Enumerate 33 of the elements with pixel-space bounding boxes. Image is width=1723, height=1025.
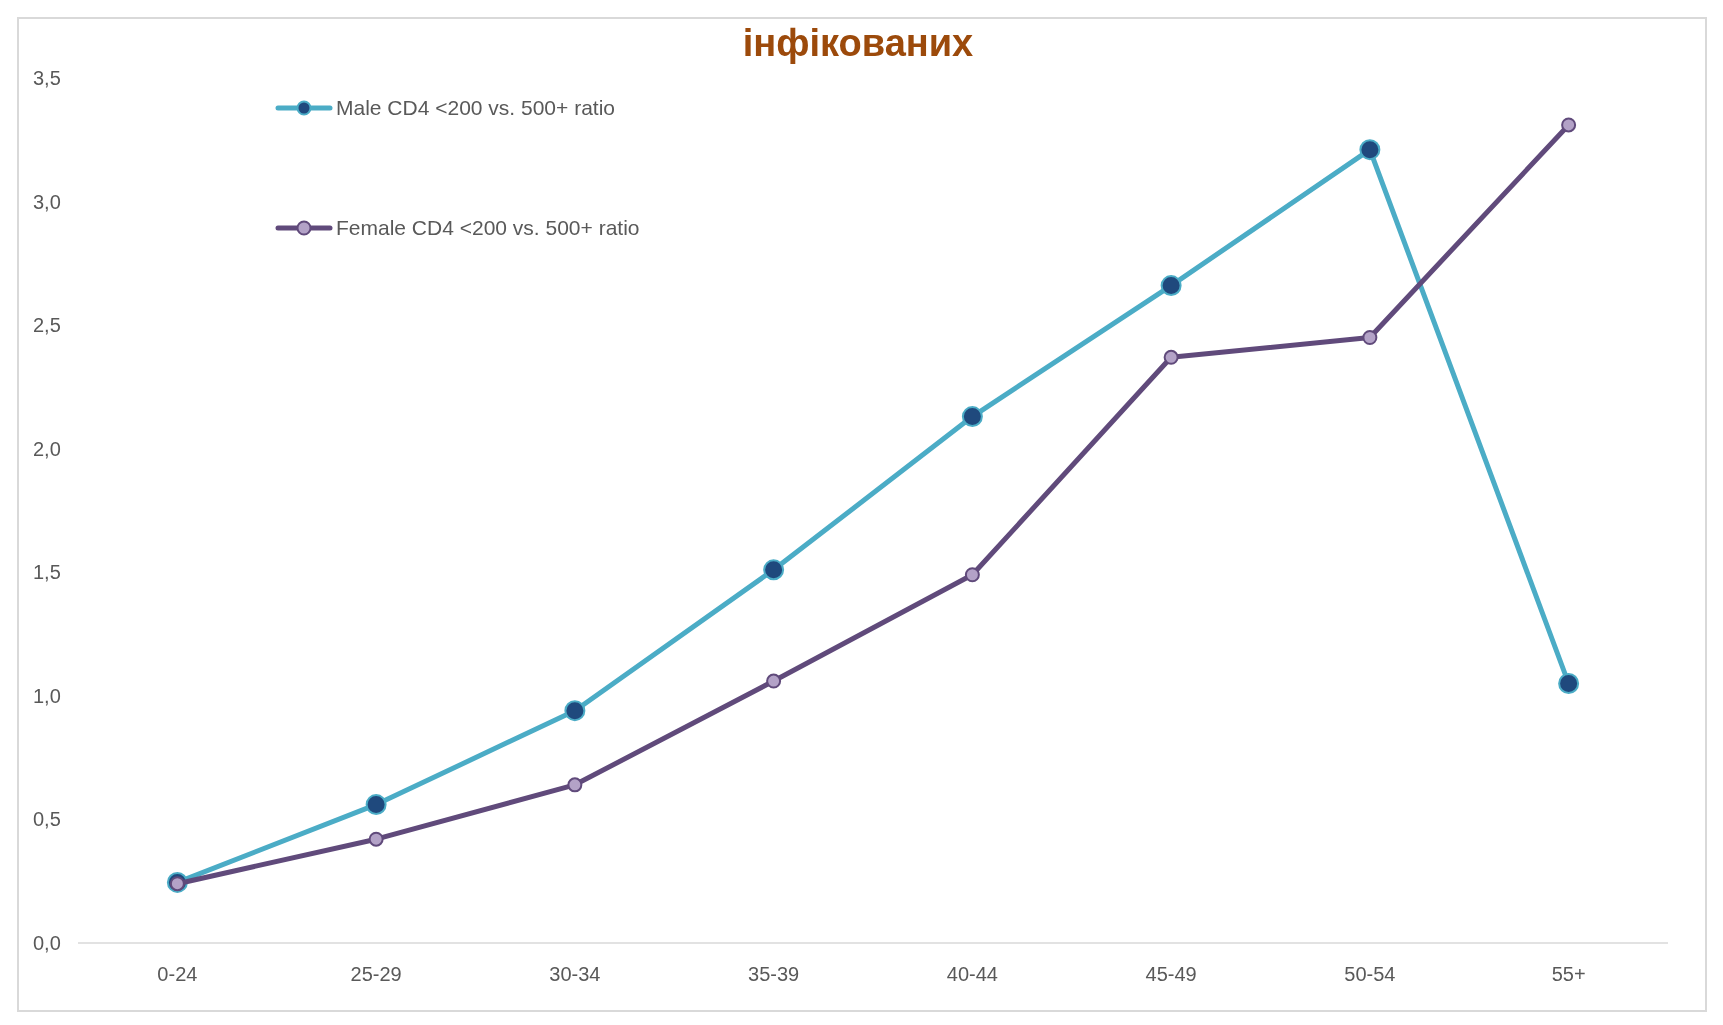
point <box>1558 673 1580 694</box>
y-tick-label: 3,0 <box>33 190 61 213</box>
x-tick-label: 0-24 <box>157 963 198 985</box>
point <box>368 831 384 847</box>
chart-title: інфікованих <box>742 22 974 64</box>
point <box>1362 330 1378 345</box>
y-tick-label: 2,0 <box>33 437 61 460</box>
y-tick-label: 2,5 <box>33 314 61 337</box>
point <box>766 673 782 689</box>
y-tick-label: 1,0 <box>33 684 61 707</box>
point <box>763 559 785 581</box>
x-tick-label: 45-49 <box>1145 963 1197 985</box>
legend-label: Female CD4 <200 vs. 500+ ratio <box>336 216 640 240</box>
x-tick-label: 35-39 <box>748 963 800 985</box>
x-tick-label: 25-29 <box>350 963 402 985</box>
point <box>1160 275 1182 297</box>
point <box>1163 349 1179 365</box>
x-tick-label: 55+ <box>1551 963 1586 985</box>
x-tick-label: 30-34 <box>549 963 601 985</box>
point <box>365 794 387 816</box>
point <box>567 777 583 793</box>
point <box>961 406 983 428</box>
x-tick-label: 50-54 <box>1344 963 1396 985</box>
y-tick-label: 0,5 <box>33 808 61 831</box>
point <box>564 700 586 722</box>
y-tick-label: 0,0 <box>33 932 61 954</box>
legend-label: Male CD4 <200 vs. 500+ ratio <box>336 96 615 120</box>
point <box>964 567 980 583</box>
point <box>1359 139 1381 161</box>
x-tick-label: 40-44 <box>946 963 998 985</box>
point <box>1561 117 1577 133</box>
y-tick-label: 1,5 <box>33 561 61 584</box>
y-tick-label: 3,5 <box>33 67 61 89</box>
